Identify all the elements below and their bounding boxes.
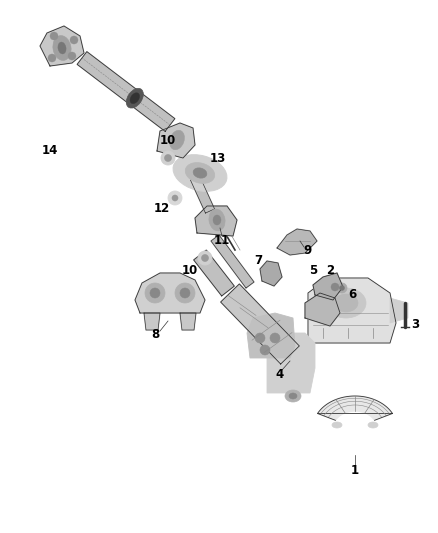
- Circle shape: [50, 32, 58, 40]
- Circle shape: [337, 283, 347, 293]
- Ellipse shape: [332, 422, 342, 428]
- Ellipse shape: [289, 393, 297, 399]
- Polygon shape: [195, 206, 237, 236]
- Circle shape: [145, 283, 165, 303]
- Ellipse shape: [368, 422, 378, 428]
- Polygon shape: [313, 273, 343, 300]
- Circle shape: [70, 36, 78, 44]
- Polygon shape: [180, 313, 196, 330]
- Text: 3: 3: [411, 319, 419, 332]
- Text: 5: 5: [309, 263, 317, 277]
- Polygon shape: [40, 26, 84, 66]
- Text: 11: 11: [214, 235, 230, 247]
- Polygon shape: [157, 123, 195, 158]
- Circle shape: [255, 333, 265, 343]
- Ellipse shape: [58, 42, 66, 54]
- Text: 12: 12: [154, 201, 170, 214]
- Ellipse shape: [126, 88, 143, 108]
- Circle shape: [331, 283, 339, 291]
- Ellipse shape: [213, 215, 221, 225]
- Polygon shape: [194, 250, 234, 296]
- Polygon shape: [308, 278, 396, 343]
- Polygon shape: [221, 284, 299, 364]
- Text: 4: 4: [276, 368, 284, 382]
- Polygon shape: [260, 261, 282, 286]
- Circle shape: [165, 155, 172, 161]
- Circle shape: [161, 151, 175, 165]
- Ellipse shape: [209, 209, 225, 231]
- Circle shape: [68, 52, 76, 60]
- Polygon shape: [305, 293, 340, 326]
- Polygon shape: [211, 235, 254, 288]
- Text: 10: 10: [160, 134, 176, 148]
- Ellipse shape: [285, 390, 301, 402]
- Polygon shape: [267, 333, 315, 393]
- Text: 13: 13: [210, 151, 226, 165]
- Polygon shape: [390, 298, 408, 323]
- Polygon shape: [277, 229, 317, 255]
- Circle shape: [198, 251, 212, 265]
- Ellipse shape: [185, 163, 215, 183]
- Text: 9: 9: [304, 245, 312, 257]
- Circle shape: [270, 333, 280, 343]
- Text: 1: 1: [351, 464, 359, 478]
- Ellipse shape: [130, 93, 140, 103]
- Ellipse shape: [334, 294, 358, 312]
- Circle shape: [339, 286, 345, 290]
- Circle shape: [180, 288, 190, 298]
- Circle shape: [175, 283, 195, 303]
- Polygon shape: [318, 396, 392, 421]
- Circle shape: [168, 191, 182, 205]
- Polygon shape: [144, 313, 160, 330]
- Circle shape: [172, 195, 178, 201]
- Circle shape: [260, 345, 270, 355]
- Text: 8: 8: [151, 328, 159, 342]
- Ellipse shape: [326, 288, 366, 318]
- Text: 2: 2: [326, 264, 334, 278]
- Ellipse shape: [173, 155, 227, 191]
- Text: 10: 10: [182, 263, 198, 277]
- Polygon shape: [191, 176, 215, 213]
- Circle shape: [48, 54, 56, 62]
- Polygon shape: [77, 52, 175, 131]
- Text: 7: 7: [254, 254, 262, 268]
- Text: 6: 6: [348, 288, 356, 302]
- Polygon shape: [135, 273, 205, 313]
- Ellipse shape: [193, 168, 207, 178]
- Ellipse shape: [170, 130, 184, 150]
- Circle shape: [150, 288, 160, 298]
- Polygon shape: [247, 313, 295, 358]
- Ellipse shape: [53, 36, 71, 60]
- Text: 14: 14: [42, 143, 58, 157]
- Circle shape: [201, 254, 208, 262]
